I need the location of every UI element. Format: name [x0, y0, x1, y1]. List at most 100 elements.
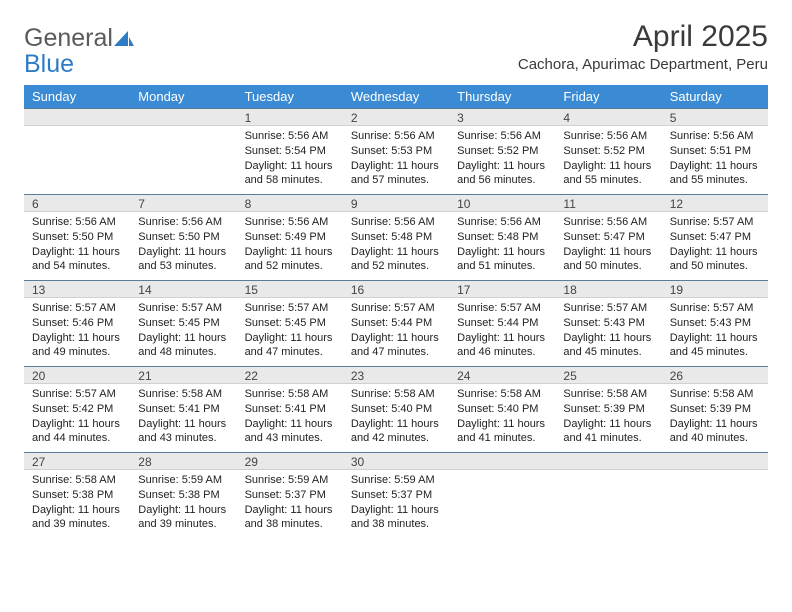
day-details: Sunrise: 5:57 AMSunset: 5:44 PMDaylight:…: [449, 298, 555, 364]
daylight-line: Daylight: 11 hours and 45 minutes.: [670, 331, 760, 361]
calendar-cell: 5Sunrise: 5:56 AMSunset: 5:51 PMDaylight…: [662, 108, 768, 194]
daylight-line: Daylight: 11 hours and 41 minutes.: [457, 417, 547, 447]
sunset-line: Sunset: 5:48 PM: [457, 230, 547, 245]
calendar-cell: 15Sunrise: 5:57 AMSunset: 5:45 PMDayligh…: [237, 280, 343, 366]
daylight-line: Daylight: 11 hours and 46 minutes.: [457, 331, 547, 361]
sunrise-line: Sunrise: 5:58 AM: [563, 387, 653, 402]
daylight-line: Daylight: 11 hours and 38 minutes.: [245, 503, 335, 533]
sunset-line: Sunset: 5:38 PM: [138, 488, 228, 503]
calendar-cell: 14Sunrise: 5:57 AMSunset: 5:45 PMDayligh…: [130, 280, 236, 366]
sunrise-line: Sunrise: 5:56 AM: [32, 215, 122, 230]
weekday-header: Sunday: [24, 85, 130, 108]
logo-sail-icon: [114, 27, 134, 52]
daylight-line: Daylight: 11 hours and 52 minutes.: [351, 245, 441, 275]
sunset-line: Sunset: 5:37 PM: [351, 488, 441, 503]
calendar-cell: 22Sunrise: 5:58 AMSunset: 5:41 PMDayligh…: [237, 366, 343, 452]
day-number: 8: [237, 194, 343, 212]
day-details: Sunrise: 5:59 AMSunset: 5:37 PMDaylight:…: [343, 470, 449, 536]
day-details: Sunrise: 5:58 AMSunset: 5:39 PMDaylight:…: [555, 384, 661, 450]
daylight-line: Daylight: 11 hours and 39 minutes.: [32, 503, 122, 533]
calendar-cell: [130, 108, 236, 194]
sunrise-line: Sunrise: 5:57 AM: [32, 387, 122, 402]
sunset-line: Sunset: 5:41 PM: [138, 402, 228, 417]
sunrise-line: Sunrise: 5:57 AM: [670, 215, 760, 230]
calendar-cell: 12Sunrise: 5:57 AMSunset: 5:47 PMDayligh…: [662, 194, 768, 280]
day-number: 19: [662, 280, 768, 298]
day-details: Sunrise: 5:58 AMSunset: 5:38 PMDaylight:…: [24, 470, 130, 536]
calendar-cell: 21Sunrise: 5:58 AMSunset: 5:41 PMDayligh…: [130, 366, 236, 452]
day-number: 24: [449, 366, 555, 384]
calendar-cell: 27Sunrise: 5:58 AMSunset: 5:38 PMDayligh…: [24, 452, 130, 538]
calendar-cell: 4Sunrise: 5:56 AMSunset: 5:52 PMDaylight…: [555, 108, 661, 194]
sunrise-line: Sunrise: 5:56 AM: [351, 129, 441, 144]
sunrise-line: Sunrise: 5:58 AM: [457, 387, 547, 402]
weekday-header: Monday: [130, 85, 236, 108]
calendar-cell: 2 Sunrise: 5:56 AMSunset: 5:53 PMDaylight…: [343, 108, 449, 194]
calendar-cell: 1Sunrise: 5:56 AMSunset: 5:54 PMDaylight…: [237, 108, 343, 194]
day-details: Sunrise: 5:56 AMSunset: 5:52 PMDaylight:…: [555, 126, 661, 192]
daylight-line: Daylight: 11 hours and 47 minutes.: [245, 331, 335, 361]
daylight-line: Daylight: 11 hours and 43 minutes.: [138, 417, 228, 447]
daylight-line: Daylight: 11 hours and 58 minutes.: [245, 159, 335, 189]
sunset-line: Sunset: 5:41 PM: [245, 402, 335, 417]
logo-word2: Blue: [24, 50, 74, 78]
sunrise-line: Sunrise: 5:59 AM: [245, 473, 335, 488]
weekday-header: Thursday: [449, 85, 555, 108]
day-number: 9: [343, 194, 449, 212]
sunrise-line: Sunrise: 5:56 AM: [457, 215, 547, 230]
header: GeneralBlue April 2025 Cachora, Apurimac…: [24, 20, 768, 77]
daylight-line: Daylight: 11 hours and 57 minutes.: [351, 159, 441, 189]
day-number: 26: [662, 366, 768, 384]
sunrise-line: Sunrise: 5:57 AM: [563, 301, 653, 316]
day-number: 14: [130, 280, 236, 298]
sunrise-line: Sunrise: 5:58 AM: [245, 387, 335, 402]
sunrise-line: Sunrise: 5:57 AM: [457, 301, 547, 316]
day-number: 25: [555, 366, 661, 384]
daylight-line: Daylight: 11 hours and 42 minutes.: [351, 417, 441, 447]
sunrise-line: Sunrise: 5:56 AM: [138, 215, 228, 230]
day-number: 15: [237, 280, 343, 298]
day-number: [24, 108, 130, 126]
day-number: 30: [343, 452, 449, 470]
daylight-line: Daylight: 11 hours and 43 minutes.: [245, 417, 335, 447]
day-details: Sunrise: 5:56 AMSunset: 5:52 PMDaylight:…: [449, 126, 555, 192]
day-number: 1: [237, 108, 343, 126]
weekday-header: Wednesday: [343, 85, 449, 108]
day-details: Sunrise: 5:57 AMSunset: 5:43 PMDaylight:…: [555, 298, 661, 364]
sunset-line: Sunset: 5:53 PM: [351, 144, 441, 159]
calendar-cell: 3Sunrise: 5:56 AMSunset: 5:52 PMDaylight…: [449, 108, 555, 194]
sunrise-line: Sunrise: 5:56 AM: [670, 129, 760, 144]
sunset-line: Sunset: 5:42 PM: [32, 402, 122, 417]
sunrise-line: Sunrise: 5:56 AM: [563, 215, 653, 230]
day-details: Sunrise: 5:57 AMSunset: 5:45 PMDaylight:…: [130, 298, 236, 364]
calendar-week-row: 13Sunrise: 5:57 AMSunset: 5:46 PMDayligh…: [24, 280, 768, 366]
day-number: 13: [24, 280, 130, 298]
day-number: 17: [449, 280, 555, 298]
daylight-line: Daylight: 11 hours and 55 minutes.: [563, 159, 653, 189]
calendar-cell: 30Sunrise: 5:59 AMSunset: 5:37 PMDayligh…: [343, 452, 449, 538]
calendar-week-row: 27Sunrise: 5:58 AMSunset: 5:38 PMDayligh…: [24, 452, 768, 538]
day-number: 16: [343, 280, 449, 298]
day-number: 4: [555, 108, 661, 126]
day-number: 2: [343, 108, 449, 126]
calendar-cell: [449, 452, 555, 538]
calendar-cell: 7Sunrise: 5:56 AMSunset: 5:50 PMDaylight…: [130, 194, 236, 280]
calendar-week-row: 1Sunrise: 5:56 AMSunset: 5:54 PMDaylight…: [24, 108, 768, 194]
day-details: Sunrise: 5:56 AMSunset: 5:51 PMDaylight:…: [662, 126, 768, 192]
daylight-line: Daylight: 11 hours and 51 minutes.: [457, 245, 547, 275]
day-number: 7: [130, 194, 236, 212]
calendar-cell: [555, 452, 661, 538]
sunset-line: Sunset: 5:49 PM: [245, 230, 335, 245]
day-number: 3: [449, 108, 555, 126]
calendar-cell: 28Sunrise: 5:59 AMSunset: 5:38 PMDayligh…: [130, 452, 236, 538]
sunset-line: Sunset: 5:37 PM: [245, 488, 335, 503]
sunset-line: Sunset: 5:54 PM: [245, 144, 335, 159]
calendar-cell: 17Sunrise: 5:57 AMSunset: 5:44 PMDayligh…: [449, 280, 555, 366]
day-details: Sunrise: 5:56 AMSunset: 5:50 PMDaylight:…: [24, 212, 130, 278]
weekday-header: Tuesday: [237, 85, 343, 108]
calendar-table: Sunday Monday Tuesday Wednesday Thursday…: [24, 85, 768, 538]
day-details: Sunrise: 5:58 AMSunset: 5:40 PMDaylight:…: [343, 384, 449, 450]
sunrise-line: Sunrise: 5:57 AM: [670, 301, 760, 316]
calendar-cell: 20Sunrise: 5:57 AMSunset: 5:42 PMDayligh…: [24, 366, 130, 452]
day-details: Sunrise: 5:56 AMSunset: 5:54 PMDaylight:…: [237, 126, 343, 192]
